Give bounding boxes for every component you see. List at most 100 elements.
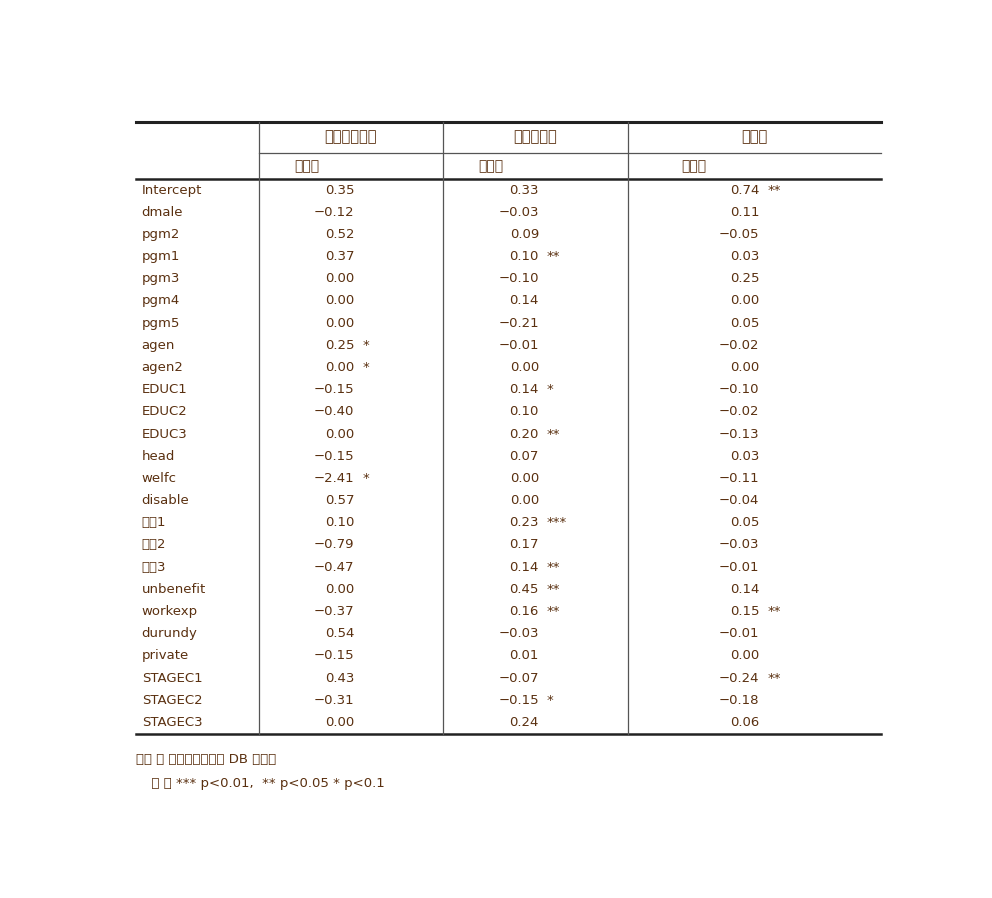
Text: −0.15: −0.15 — [313, 450, 354, 462]
Text: 0.03: 0.03 — [730, 450, 760, 462]
Text: −0.03: −0.03 — [719, 539, 760, 551]
Text: 0.14: 0.14 — [730, 583, 760, 596]
Text: −0.12: −0.12 — [313, 206, 354, 219]
Text: −0.07: −0.07 — [499, 672, 539, 684]
Text: 0.00: 0.00 — [325, 361, 354, 374]
Text: *: * — [547, 383, 554, 396]
Text: *: * — [362, 361, 369, 374]
Text: 0.05: 0.05 — [730, 317, 760, 330]
Text: 0.25: 0.25 — [325, 339, 354, 352]
Text: welfc: welfc — [142, 472, 177, 485]
Text: 0.33: 0.33 — [510, 183, 539, 197]
Text: EDUC3: EDUC3 — [142, 427, 187, 441]
Text: pgm1: pgm1 — [142, 251, 181, 263]
Text: 0.00: 0.00 — [510, 361, 539, 374]
Text: 0.00: 0.00 — [510, 472, 539, 485]
Text: 0.00: 0.00 — [325, 583, 354, 596]
Text: 0.11: 0.11 — [730, 206, 760, 219]
Text: 0.17: 0.17 — [510, 539, 539, 551]
Text: −0.01: −0.01 — [719, 627, 760, 640]
Text: **: ** — [767, 183, 781, 197]
Text: head: head — [142, 450, 175, 462]
Text: −0.40: −0.40 — [314, 405, 354, 418]
Text: workexp: workexp — [142, 605, 197, 618]
Text: −0.21: −0.21 — [498, 317, 539, 330]
Text: pgm3: pgm3 — [142, 272, 181, 286]
Text: −0.10: −0.10 — [719, 383, 760, 396]
Text: 자료 ： 취업성공패키지 DB 원자료: 자료 ： 취업성공패키지 DB 원자료 — [136, 753, 276, 766]
Text: STAGEC1: STAGEC1 — [142, 672, 202, 684]
Text: −0.15: −0.15 — [498, 694, 539, 707]
Text: 0.24: 0.24 — [510, 716, 539, 729]
Text: agen2: agen2 — [142, 361, 184, 374]
Text: 출소자: 출소자 — [741, 129, 768, 145]
Text: 0.25: 0.25 — [730, 272, 760, 286]
Text: pgm5: pgm5 — [142, 317, 181, 330]
Text: 0.37: 0.37 — [325, 251, 354, 263]
Text: 0.57: 0.57 — [325, 494, 354, 507]
Text: 0.03: 0.03 — [730, 251, 760, 263]
Text: −0.02: −0.02 — [719, 405, 760, 418]
Text: 0.00: 0.00 — [510, 494, 539, 507]
Text: 코드2: 코드2 — [142, 539, 167, 551]
Text: 주 ： *** p<0.01,  ** p<0.05 * p<0.1: 주 ： *** p<0.01, ** p<0.05 * p<0.1 — [143, 777, 385, 790]
Text: 코드3: 코드3 — [142, 560, 167, 574]
Text: −0.04: −0.04 — [719, 494, 760, 507]
Text: −0.01: −0.01 — [719, 560, 760, 574]
Text: 0.00: 0.00 — [325, 427, 354, 441]
Text: **: ** — [547, 251, 560, 263]
Text: 추정치: 추정치 — [681, 159, 706, 172]
Text: *: * — [362, 472, 369, 485]
Text: 0.20: 0.20 — [510, 427, 539, 441]
Text: 0.07: 0.07 — [510, 450, 539, 462]
Text: 0.14: 0.14 — [510, 383, 539, 396]
Text: **: ** — [547, 560, 560, 574]
Text: −0.13: −0.13 — [719, 427, 760, 441]
Text: 0.54: 0.54 — [325, 627, 354, 640]
Text: 추정치: 추정치 — [478, 159, 504, 172]
Text: 0.45: 0.45 — [510, 583, 539, 596]
Text: 0.00: 0.00 — [325, 716, 354, 729]
Text: **: ** — [767, 605, 781, 618]
Text: 0.05: 0.05 — [730, 516, 760, 529]
Text: 0.43: 0.43 — [325, 672, 354, 684]
Text: private: private — [142, 649, 188, 663]
Text: 0.74: 0.74 — [730, 183, 760, 197]
Text: 0.06: 0.06 — [730, 716, 760, 729]
Text: Intercept: Intercept — [142, 183, 202, 197]
Text: 0.00: 0.00 — [325, 317, 354, 330]
Text: 0.14: 0.14 — [510, 560, 539, 574]
Text: pgm2: pgm2 — [142, 228, 181, 241]
Text: −0.37: −0.37 — [313, 605, 354, 618]
Text: EDUC1: EDUC1 — [142, 383, 187, 396]
Text: 추정치: 추정치 — [294, 159, 319, 172]
Text: 결혼이민자: 결혼이민자 — [514, 129, 558, 145]
Text: 0.10: 0.10 — [325, 516, 354, 529]
Text: −0.10: −0.10 — [499, 272, 539, 286]
Text: STAGEC3: STAGEC3 — [142, 716, 202, 729]
Text: −0.01: −0.01 — [499, 339, 539, 352]
Text: **: ** — [547, 427, 560, 441]
Text: dmale: dmale — [142, 206, 184, 219]
Text: *: * — [362, 339, 369, 352]
Text: disable: disable — [142, 494, 189, 507]
Text: −0.03: −0.03 — [499, 627, 539, 640]
Text: 0.23: 0.23 — [510, 516, 539, 529]
Text: **: ** — [767, 672, 781, 684]
Text: −0.79: −0.79 — [314, 539, 354, 551]
Text: 0.00: 0.00 — [325, 272, 354, 286]
Text: 0.52: 0.52 — [325, 228, 354, 241]
Text: 북한이탈주민: 북한이탈주민 — [324, 129, 377, 145]
Text: 코드1: 코드1 — [142, 516, 167, 529]
Text: 0.09: 0.09 — [510, 228, 539, 241]
Text: 0.15: 0.15 — [730, 605, 760, 618]
Text: −0.18: −0.18 — [719, 694, 760, 707]
Text: 0.00: 0.00 — [730, 295, 760, 307]
Text: *: * — [547, 694, 554, 707]
Text: pgm4: pgm4 — [142, 295, 180, 307]
Text: 0.00: 0.00 — [730, 649, 760, 663]
Text: 0.10: 0.10 — [510, 405, 539, 418]
Text: 0.16: 0.16 — [510, 605, 539, 618]
Text: −0.03: −0.03 — [499, 206, 539, 219]
Text: STAGEC2: STAGEC2 — [142, 694, 202, 707]
